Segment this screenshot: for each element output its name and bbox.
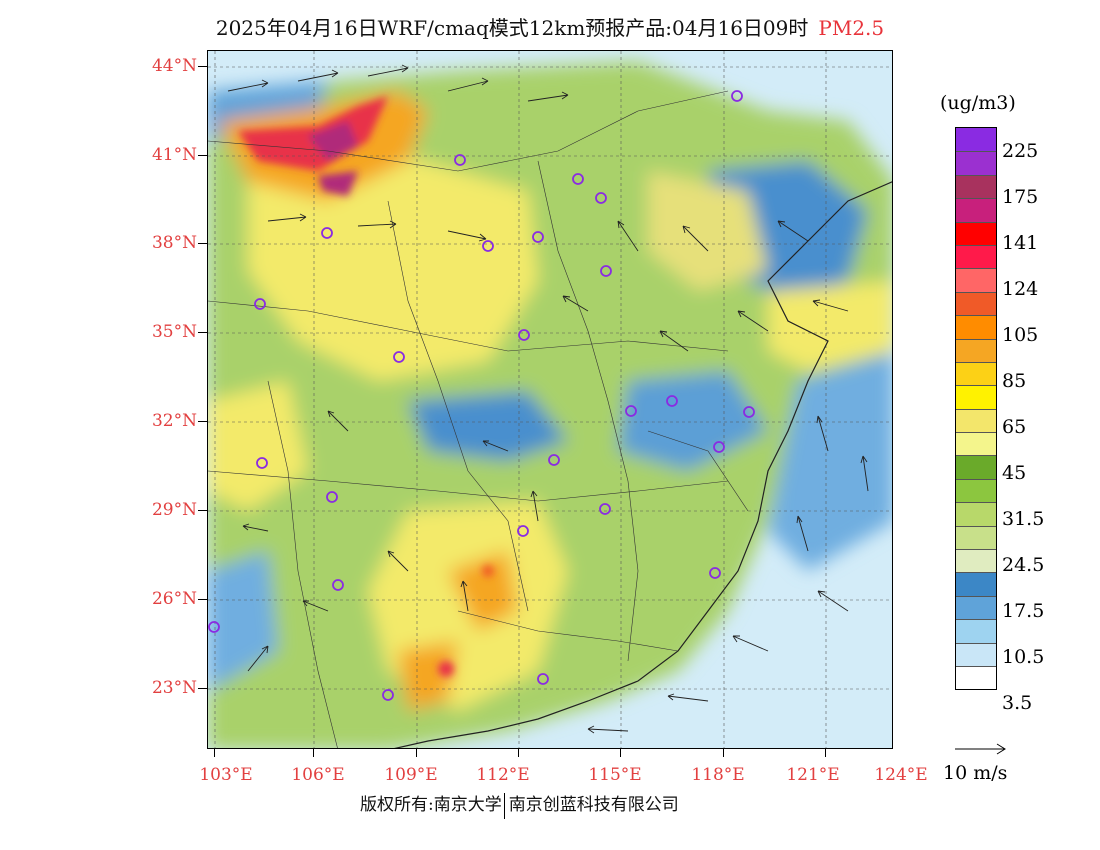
legend-label: 24.5 bbox=[1002, 554, 1045, 576]
legend-color-cell bbox=[956, 478, 996, 503]
lon-tick bbox=[214, 749, 215, 757]
legend-color-cell bbox=[956, 244, 996, 269]
legend-color-cell bbox=[956, 549, 996, 573]
lon-tick bbox=[416, 749, 417, 757]
legend-label: 17.5 bbox=[1002, 600, 1045, 622]
legend-label: 31.5 bbox=[1002, 508, 1045, 530]
lon-label-124: 124°E bbox=[874, 765, 928, 785]
footer-divider bbox=[503, 792, 505, 819]
lon-label-106: 106°E bbox=[291, 765, 345, 785]
wind-vectors bbox=[227, 64, 869, 734]
pollutant-label: PM2.5 bbox=[818, 16, 885, 40]
copyright-text: 版权所有:南京大学 bbox=[360, 795, 502, 815]
legend-color-cell bbox=[956, 128, 996, 152]
lon-label-118: 118°E bbox=[691, 765, 745, 785]
legend-label: 175 bbox=[1002, 186, 1039, 208]
legend-color-cell bbox=[956, 432, 996, 456]
legend-color-cell bbox=[956, 361, 996, 386]
lon-tick bbox=[313, 749, 314, 757]
lat-label-38: 38°N bbox=[151, 233, 197, 253]
legend-color-cell bbox=[956, 665, 996, 690]
lat-tick bbox=[198, 243, 207, 244]
lon-tick bbox=[518, 749, 519, 757]
lat-tick bbox=[198, 155, 207, 156]
lon-label-103: 103°E bbox=[199, 765, 253, 785]
lon-tick bbox=[723, 749, 724, 757]
lat-tick bbox=[198, 510, 207, 511]
title-text: 2025年04月16日WRF/cmaq模式12km预报产品:04月16日09时 bbox=[215, 16, 809, 40]
legend-color-cell bbox=[956, 455, 996, 479]
legend-label: 124 bbox=[1002, 278, 1039, 300]
province-boundaries bbox=[208, 90, 749, 748]
lat-label-29: 29°N bbox=[151, 500, 197, 520]
lon-label-115: 115°E bbox=[588, 765, 642, 785]
legend-color-cell bbox=[956, 268, 996, 292]
lat-label-26: 26°N bbox=[151, 589, 197, 609]
map-svg bbox=[208, 51, 892, 748]
legend-label: 45 bbox=[1002, 462, 1027, 484]
legend-color-cell bbox=[956, 572, 996, 596]
legend-color-cell bbox=[956, 385, 996, 409]
legend-color-cell bbox=[956, 198, 996, 222]
legend-color-cell bbox=[956, 642, 996, 666]
lon-tick bbox=[620, 749, 621, 757]
lat-label-41: 41°N bbox=[151, 145, 197, 165]
lon-tick bbox=[825, 749, 826, 757]
legend-color-cell bbox=[956, 338, 996, 362]
lat-label-32: 32°N bbox=[151, 411, 197, 431]
legend-color-cell bbox=[956, 595, 996, 620]
legend-color-cell bbox=[956, 525, 996, 550]
lat-tick bbox=[198, 421, 207, 422]
legend-colorbar bbox=[955, 127, 997, 691]
legend-label: 85 bbox=[1002, 370, 1027, 392]
coastline bbox=[394, 181, 892, 748]
pm25-map bbox=[207, 50, 893, 749]
legend-label: 10.5 bbox=[1002, 646, 1045, 668]
wind-scale-label: 10 m/s bbox=[943, 762, 1008, 784]
hotspots bbox=[238, 96, 494, 677]
legend-label: 141 bbox=[1002, 232, 1039, 254]
legend-color-cell bbox=[956, 408, 996, 433]
lat-tick bbox=[198, 688, 207, 689]
company-text: 南京创蓝科技有限公司 bbox=[508, 795, 679, 815]
lon-label-121: 121°E bbox=[786, 765, 840, 785]
chart-title: 2025年04月16日WRF/cmaq模式12km预报产品:04月16日09时 P… bbox=[0, 12, 1100, 41]
lat-tick bbox=[198, 599, 207, 600]
footer-credit: 版权所有:南京大学 南京创蓝科技有限公司 bbox=[360, 790, 679, 819]
lon-label-109: 109°E bbox=[384, 765, 438, 785]
lat-tick bbox=[198, 66, 207, 67]
lat-label-35: 35°N bbox=[151, 322, 197, 342]
legend-color-cell bbox=[956, 502, 996, 526]
lat-tick bbox=[198, 332, 207, 333]
lon-label-112: 112°E bbox=[476, 765, 530, 785]
legend-color-cell bbox=[956, 315, 996, 339]
legend-color-cell bbox=[956, 619, 996, 643]
legend-label: 65 bbox=[1002, 416, 1027, 438]
legend-color-cell bbox=[956, 174, 996, 199]
wind-scale-arrow bbox=[955, 743, 1006, 755]
legend-label: 3.5 bbox=[1002, 692, 1033, 714]
legend-label: 105 bbox=[1002, 324, 1039, 346]
legend-color-cell bbox=[956, 291, 996, 316]
legend-label: 225 bbox=[1002, 140, 1039, 162]
legend-color-cell bbox=[956, 221, 996, 245]
legend-color-cell bbox=[956, 151, 996, 175]
lat-label-23: 23°N bbox=[151, 678, 197, 698]
city-markers bbox=[208, 90, 755, 701]
graticule bbox=[208, 51, 892, 748]
lat-label-44: 44°N bbox=[151, 56, 197, 76]
legend-unit: (ug/m3) bbox=[940, 92, 1016, 114]
